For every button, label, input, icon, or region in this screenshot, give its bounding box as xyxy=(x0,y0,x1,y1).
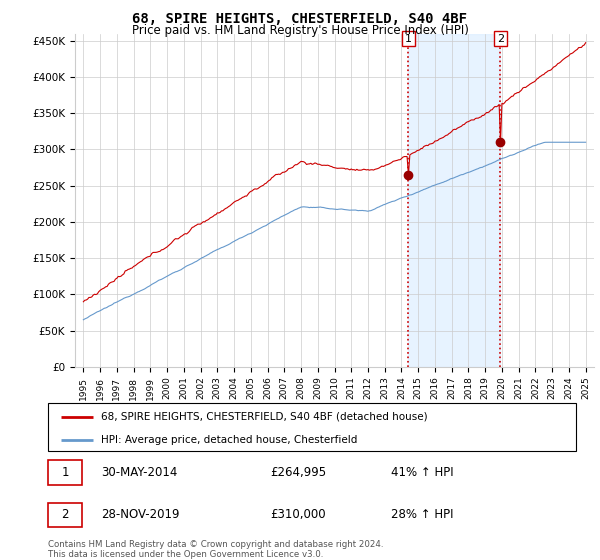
Text: 1: 1 xyxy=(61,466,69,479)
FancyBboxPatch shape xyxy=(48,460,82,485)
Text: Contains HM Land Registry data © Crown copyright and database right 2024.
This d: Contains HM Land Registry data © Crown c… xyxy=(48,540,383,559)
Text: 28-NOV-2019: 28-NOV-2019 xyxy=(101,508,179,521)
Bar xyxy=(409,34,500,367)
FancyBboxPatch shape xyxy=(48,503,82,527)
FancyBboxPatch shape xyxy=(48,403,576,451)
Text: 28% ↑ HPI: 28% ↑ HPI xyxy=(391,508,454,521)
Text: HPI: Average price, detached house, Chesterfield: HPI: Average price, detached house, Ches… xyxy=(101,435,357,445)
Text: 2: 2 xyxy=(61,508,69,521)
Text: 68, SPIRE HEIGHTS, CHESTERFIELD, S40 4BF (detached house): 68, SPIRE HEIGHTS, CHESTERFIELD, S40 4BF… xyxy=(101,412,427,422)
Text: 1: 1 xyxy=(405,34,412,44)
Text: 30-MAY-2014: 30-MAY-2014 xyxy=(101,466,177,479)
Text: 2: 2 xyxy=(497,34,504,44)
Text: 68, SPIRE HEIGHTS, CHESTERFIELD, S40 4BF: 68, SPIRE HEIGHTS, CHESTERFIELD, S40 4BF xyxy=(133,12,467,26)
Text: 41% ↑ HPI: 41% ↑ HPI xyxy=(391,466,454,479)
Text: Price paid vs. HM Land Registry's House Price Index (HPI): Price paid vs. HM Land Registry's House … xyxy=(131,24,469,36)
Text: £310,000: £310,000 xyxy=(270,508,325,521)
Text: £264,995: £264,995 xyxy=(270,466,326,479)
